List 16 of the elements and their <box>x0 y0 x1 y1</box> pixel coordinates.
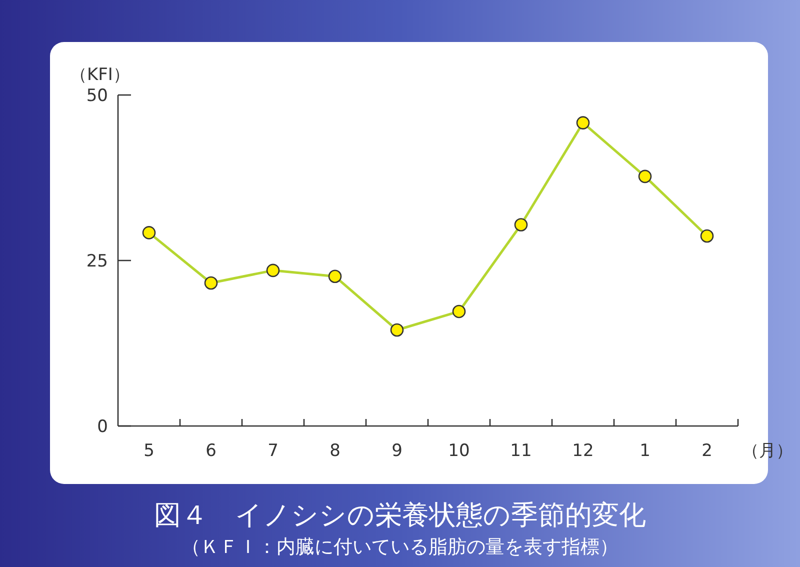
x-tick-label: 7 <box>268 441 278 461</box>
y-tick-label: 25 <box>86 252 108 272</box>
text: （ＫＦＩ：内臓に付いている脂肪の量を表す指標） <box>182 536 618 558</box>
text: 図４ イノシシの栄養状態の季節的変化 <box>154 500 646 531</box>
x-tick-label: 2 <box>702 441 712 461</box>
y-tick-label: 50 <box>86 86 108 106</box>
x-tick-label: 9 <box>392 441 402 461</box>
x-tick-label: 6 <box>206 441 216 461</box>
x-tick-label: 11 <box>510 441 532 461</box>
y-tick-label: 0 <box>97 417 108 437</box>
y-axis-title: （KFI） <box>70 65 130 85</box>
x-tick-label: 10 <box>448 441 470 461</box>
x-tick-label: 8 <box>330 441 340 461</box>
x-tick-label: 5 <box>144 441 154 461</box>
x-tick-label: 1 <box>640 441 650 461</box>
x-tick-label: 12 <box>572 441 594 461</box>
